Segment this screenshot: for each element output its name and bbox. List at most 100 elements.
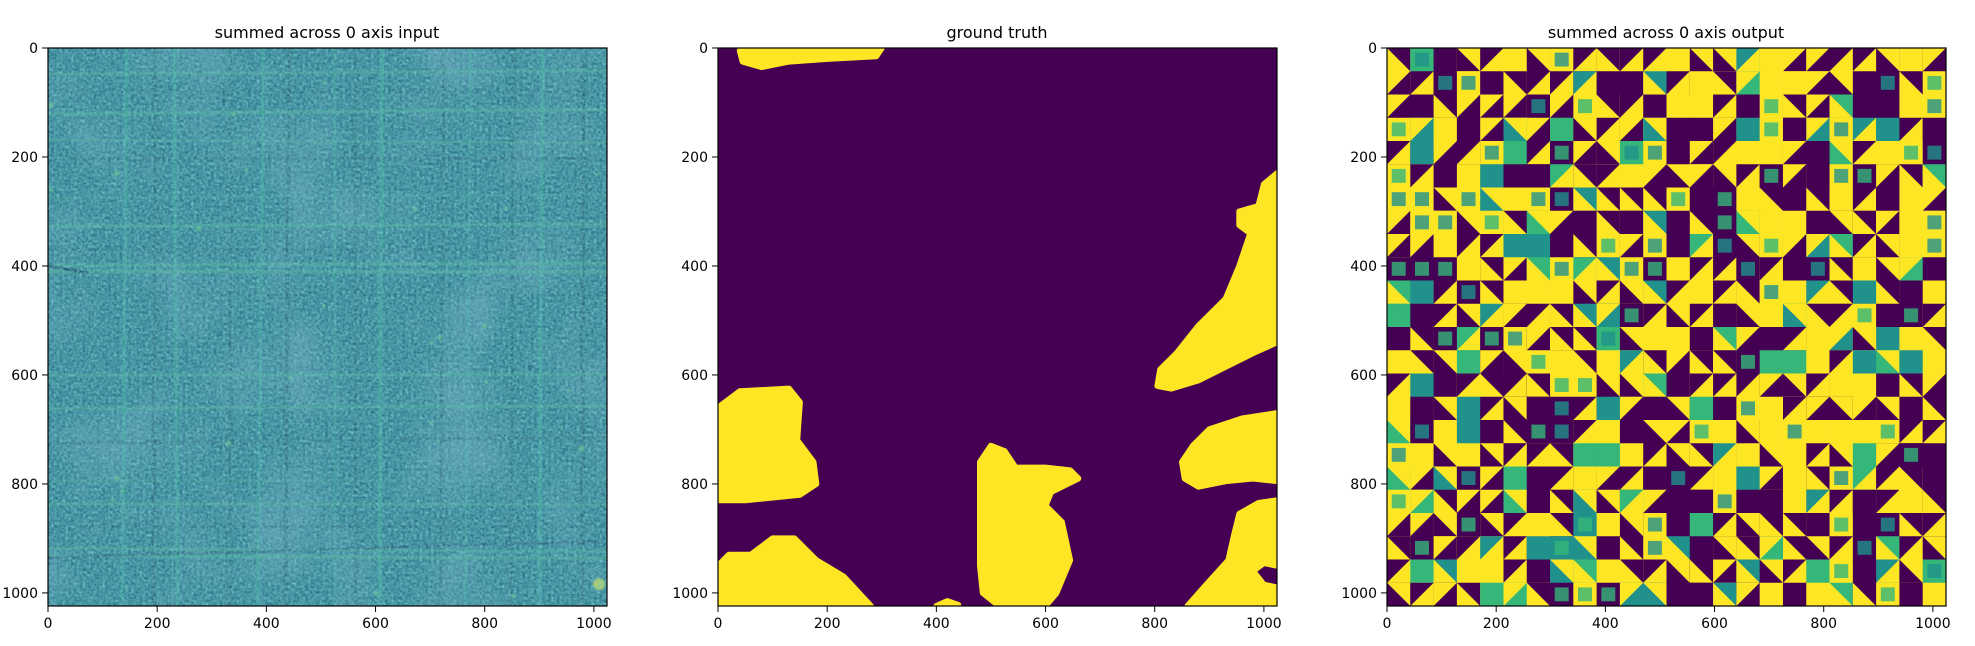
- mosaic-tile: [1852, 582, 1877, 606]
- mosaic-tile: [1461, 75, 1476, 90]
- mosaic-tile: [1433, 350, 1457, 374]
- mosaic-tile: [1526, 210, 1550, 234]
- mosaic-tile: [1596, 350, 1621, 375]
- mosaic-tile: [1456, 350, 1481, 375]
- mosaic-tile: [1717, 238, 1732, 253]
- mosaic-tile: [1619, 443, 1644, 468]
- mosaic-tile: [1573, 187, 1597, 211]
- mosaic-tile: [1713, 117, 1737, 141]
- mosaic-tile: [1624, 308, 1639, 323]
- mosaic-tile: [1596, 396, 1621, 421]
- mosaic-tile: [1922, 280, 1946, 305]
- mosaic-tile: [1806, 466, 1830, 490]
- mosaic-tile: [1596, 210, 1620, 234]
- mosaic-tile: [1531, 192, 1546, 207]
- mosaic-tile: [1829, 536, 1853, 560]
- mosaic-tile: [1829, 187, 1854, 212]
- mosaic-tile: [1852, 48, 1877, 72]
- mosaic-tile: [1713, 513, 1737, 537]
- y-tick-label: 1000: [672, 586, 708, 602]
- mosaic-tile: [1410, 280, 1435, 305]
- mosaic-tile: [1876, 94, 1901, 119]
- mosaic-tile: [1829, 303, 1853, 327]
- mosaic-tile: [1717, 192, 1732, 207]
- mosaic-tile: [1857, 540, 1872, 555]
- mosaic-tile: [1550, 303, 1574, 327]
- mosaic-tile: [1526, 164, 1551, 189]
- mosaic-tile: [1387, 141, 1411, 165]
- mosaic-tile: [1433, 373, 1458, 398]
- mosaic-tile: [1596, 280, 1620, 304]
- mosaic-tile: [1578, 378, 1592, 392]
- mosaic-tile: [1834, 564, 1849, 578]
- mosaic-tile: [1387, 71, 1411, 95]
- mosaic-tile: [1927, 99, 1942, 114]
- mosaic-tile: [1904, 308, 1919, 323]
- mosaic-tile: [1736, 234, 1760, 258]
- y-tick-label: 0: [699, 41, 708, 57]
- mosaic-tile: [1438, 215, 1453, 230]
- mosaic-tile: [1619, 536, 1644, 560]
- mosaic-tile: [1927, 238, 1942, 253]
- mosaic-tile: [1503, 513, 1527, 537]
- mosaic-tile: [1741, 401, 1755, 416]
- x-tick-label: 200: [814, 616, 841, 632]
- mosaic-tile: [1554, 378, 1569, 392]
- mosaic-tile: [1573, 117, 1597, 141]
- mosaic-tile: [1829, 210, 1853, 234]
- mosaic-tile: [1619, 350, 1644, 374]
- mosaic-tile: [1880, 517, 1895, 532]
- mosaic-tile: [1759, 257, 1783, 281]
- mosaic-tile: [1782, 443, 1807, 468]
- x-tick-label: 1000: [1246, 616, 1282, 632]
- mosaic-tile: [1619, 117, 1644, 141]
- mosaic-tile: [1834, 168, 1849, 183]
- mosaic-tile: [1876, 489, 1900, 513]
- mosaic-tile: [1647, 540, 1662, 555]
- panel-output: summed across 0 axis output 0 200 400 600 80…: [1341, 23, 1950, 632]
- mosaic-tile: [1852, 187, 1877, 211]
- x-tick-label: 800: [471, 616, 498, 632]
- mosaic-tile: [1550, 513, 1574, 537]
- mosaic-tile: [1410, 466, 1434, 490]
- mosaic-tile: [1876, 280, 1900, 304]
- mosaic-tile: [1922, 466, 1946, 491]
- mosaic-tile: [1433, 489, 1457, 513]
- x-tick-label: 200: [144, 616, 171, 632]
- mosaic-tile: [1666, 210, 1691, 235]
- x-tick-label: 400: [253, 616, 280, 632]
- mosaic-tile: [1480, 420, 1505, 444]
- mosaic-tile: [1573, 396, 1597, 420]
- mosaic-tile: [1643, 582, 1667, 606]
- mosaic-tile: [1433, 582, 1457, 606]
- mosaic-tile: [1480, 536, 1504, 560]
- mosaic-tile: [1410, 141, 1435, 165]
- mosaic-tile: [1480, 489, 1504, 513]
- mosaic-tile: [1410, 71, 1434, 95]
- mosaic-tile: [1922, 303, 1946, 327]
- mosaic-tile: [1829, 141, 1853, 165]
- mosaic-tile: [1852, 257, 1877, 282]
- mosaic-tile: [1433, 94, 1457, 118]
- mosaic-tile: [1433, 536, 1457, 560]
- mosaic-tile: [1904, 145, 1919, 160]
- mosaic-tile: [1550, 559, 1574, 583]
- mosaic-tile: [1456, 396, 1481, 421]
- mosaic-tile: [1387, 234, 1411, 258]
- mosaic-tile: [1922, 420, 1946, 444]
- mosaic-tile: [1666, 373, 1691, 398]
- mosaic-tile: [1736, 443, 1761, 468]
- mosaic-tile: [1922, 489, 1946, 513]
- mosaic-tile: [1433, 466, 1457, 490]
- y-tick-label: 800: [681, 477, 708, 493]
- mosaic-tile: [1456, 420, 1481, 444]
- mosaic-tile: [1876, 536, 1900, 560]
- mosaic-tile: [1438, 75, 1453, 90]
- mosaic-tile: [1689, 48, 1714, 72]
- mosaic-tile: [1643, 420, 1667, 444]
- mosaic-tile: [1829, 71, 1853, 95]
- mosaic-tile: [1554, 587, 1569, 602]
- mosaic-tile: [1596, 164, 1620, 188]
- mosaic-tile: [1550, 327, 1574, 351]
- mosaic-tile: [1782, 350, 1807, 375]
